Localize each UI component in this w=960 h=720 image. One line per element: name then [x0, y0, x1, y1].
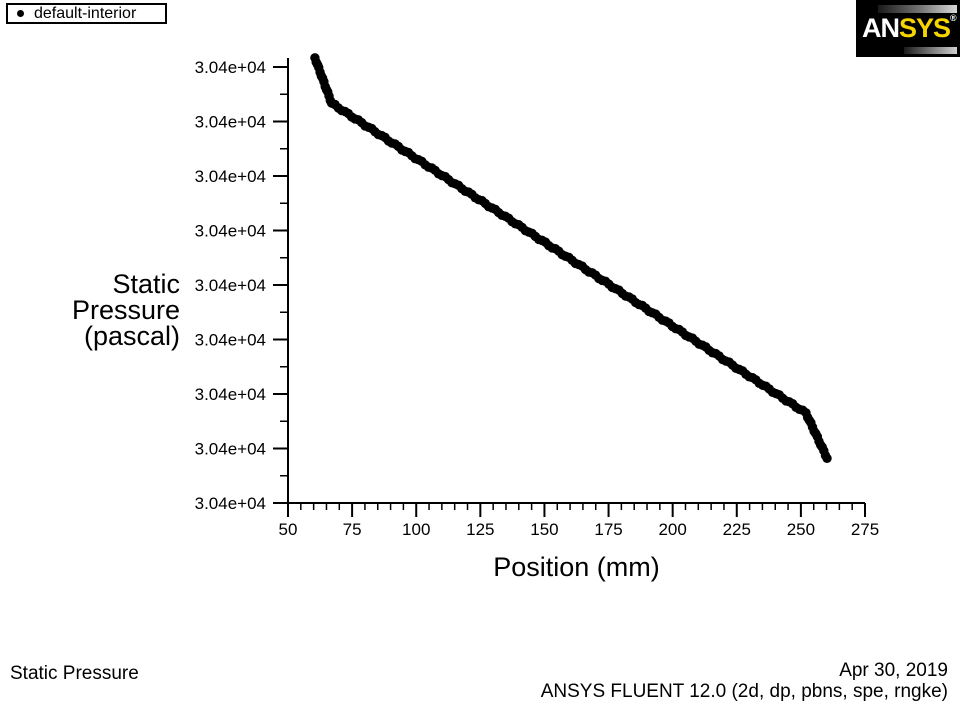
footer-plot-title: Static Pressure: [10, 663, 139, 684]
series-marker-icon: [17, 10, 24, 17]
x-tick-label: 75: [343, 520, 362, 539]
ansys-logo-registered: ®: [950, 13, 957, 23]
x-tick-label: 225: [723, 520, 751, 539]
y-tick-label: 3.04e+04: [195, 494, 266, 513]
x-tick-label: 250: [787, 520, 815, 539]
footer-solver-info: ANSYS FLUENT 12.0 (2d, dp, pbns, spe, rn…: [540, 681, 948, 702]
data-point: [822, 453, 832, 464]
y-axis-title: Static Pressure (pascal): [30, 269, 180, 351]
logo-gradient-bottom: [904, 47, 957, 54]
y-tick-label: 3.04e+04: [195, 222, 266, 241]
x-tick-label: 275: [851, 520, 879, 539]
x-tick-label: 150: [530, 520, 558, 539]
y-tick-label: 3.04e+04: [195, 113, 266, 132]
y-tick-label: 3.04e+04: [195, 440, 266, 459]
x-tick-label: 175: [594, 520, 622, 539]
ansys-logo-sys: SYS: [899, 13, 951, 43]
y-axis-title-line: (pascal): [83, 321, 180, 351]
x-tick-label: 125: [466, 520, 494, 539]
footer-date: Apr 30, 2019: [839, 660, 948, 681]
footer-info: Apr 30, 2019 ANSYS FLUENT 12.0 (2d, dp, …: [541, 660, 948, 702]
x-tick-label: 200: [658, 520, 686, 539]
y-axis-title-line: Pressure: [71, 295, 180, 325]
y-tick-label: 3.04e+04: [195, 167, 266, 186]
y-tick-label: 3.04e+04: [195, 331, 266, 350]
x-axis-title: Position (mm): [493, 552, 660, 582]
ansys-logo: ANSYS®: [856, 0, 960, 57]
series-label: default-interior: [34, 5, 137, 22]
ansys-logo-an: AN: [862, 13, 900, 43]
logo-gradient-top: [878, 5, 957, 13]
legend: default-interior: [6, 3, 167, 24]
y-tick-label: 3.04e+04: [195, 385, 266, 404]
ansys-logo-text: ANSYS®: [862, 12, 957, 44]
x-tick-label: 50: [279, 520, 298, 539]
y-tick-label: 3.04e+04: [195, 276, 266, 295]
y-axis-title-line: Static: [112, 269, 180, 299]
x-tick-label: 100: [402, 520, 430, 539]
y-tick-label: 3.04e+04: [195, 58, 266, 77]
